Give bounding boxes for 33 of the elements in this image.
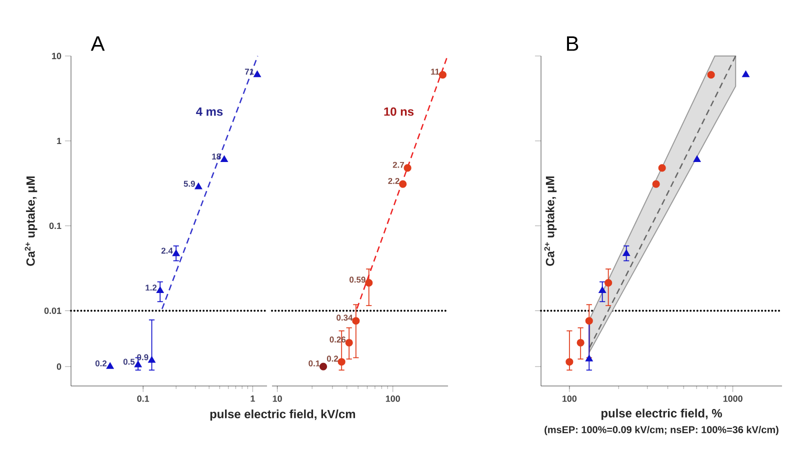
annotation: 2.2 [388, 178, 400, 184]
y-tick-label: 1 [57, 138, 62, 144]
annotation: 0.9 [137, 354, 148, 360]
annotation: 0.59 [350, 276, 366, 283]
x-tick-label: 1000 [723, 395, 742, 402]
y-tick-label: 10 [52, 52, 62, 60]
annotation: 5.9 [184, 180, 195, 187]
annotation: 0.1 [308, 360, 320, 366]
x-axis-title: pulse electric field, kV/cm [210, 410, 356, 421]
chart-title: A [90, 36, 105, 51]
annotation: 0.2 [326, 356, 338, 362]
y-tick-label: 0 [56, 363, 62, 370]
x-axis-title: pulse electric field, % [602, 408, 722, 420]
annotation: 0.2 [95, 360, 107, 366]
annotation: 2.7 [392, 162, 404, 168]
series-label: 10 ns [384, 107, 414, 116]
x-tick-label: 0.1 [137, 396, 150, 402]
y-axis-title: Ca$^{2+}$ uptake, μM [24, 176, 38, 266]
annotation: 0.5 [123, 358, 135, 365]
x-tick-label: 100 [562, 395, 577, 402]
y-tick-label: 0.1 [49, 222, 62, 230]
annotation: 0.34 [336, 314, 353, 321]
series-label: 4 ms [196, 107, 223, 116]
annotation: 2.4 [161, 248, 173, 254]
y-tick-label: 0.01 [44, 308, 62, 314]
text: (msEP: 100%=0.09 kV/cm; nsEP: 100%=36 kV/cm) [544, 426, 778, 436]
annotation: 11 [431, 68, 440, 75]
x-tick-label: 1 [250, 396, 255, 402]
y-axis-title: Ca$^{2+}$ uptake, μM [544, 176, 557, 266]
chart-title: B [567, 36, 578, 51]
annotation: 1.2 [146, 284, 157, 291]
x-tick-label: 10 [272, 396, 282, 402]
x-tick-label: 100 [386, 396, 400, 402]
